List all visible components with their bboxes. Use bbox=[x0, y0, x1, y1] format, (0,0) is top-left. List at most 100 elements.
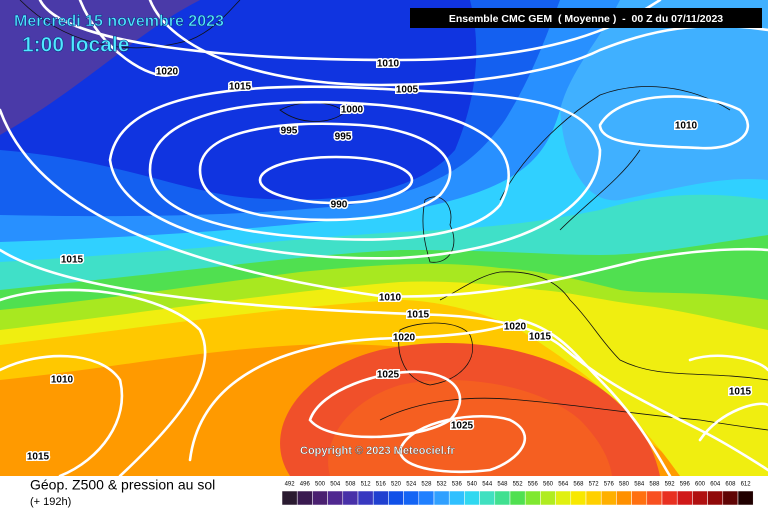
scale-label: 528 bbox=[421, 482, 432, 488]
scale-label: 512 bbox=[361, 482, 372, 488]
isobar-label: 1015 bbox=[529, 332, 552, 343]
isobar-label: 1015 bbox=[729, 387, 752, 398]
isobar-1025-south bbox=[398, 414, 526, 474]
scale-swatch bbox=[540, 490, 556, 506]
scale-label: 552 bbox=[513, 482, 524, 488]
scale-swatch bbox=[509, 490, 526, 506]
scale-label: 600 bbox=[695, 482, 706, 488]
isobar-label: 995 bbox=[335, 132, 352, 143]
scale-label: 592 bbox=[665, 482, 676, 488]
isobar-995 bbox=[198, 122, 452, 222]
forecast-date: Mercredi 15 novembre 2023 bbox=[14, 13, 224, 30]
isobar-label: 1025 bbox=[451, 421, 474, 432]
isobar-1005 bbox=[108, 85, 602, 260]
scale-swatch bbox=[524, 490, 541, 506]
scale-swatch bbox=[372, 490, 389, 506]
scale-swatch bbox=[737, 490, 754, 506]
isobar-label: 995 bbox=[281, 126, 298, 137]
scale-label: 580 bbox=[619, 482, 630, 488]
scale-label: 508 bbox=[345, 482, 356, 488]
scale-swatch bbox=[600, 490, 617, 506]
isobar-labels: 1020101510101005100099599599010101015101… bbox=[25, 57, 753, 464]
scale-swatch bbox=[433, 490, 450, 506]
scale-swatch bbox=[312, 490, 328, 506]
scale-swatch bbox=[357, 490, 374, 506]
isobar-label: 1010 bbox=[379, 293, 402, 304]
isobar-label: 1010 bbox=[377, 59, 400, 70]
model-title-box bbox=[410, 8, 762, 28]
scale-label: 584 bbox=[634, 482, 645, 488]
isobar-label: 990 bbox=[331, 200, 348, 211]
isobar-label: 1015 bbox=[61, 255, 84, 266]
isobar-1010 bbox=[0, 0, 768, 298]
scale-swatch bbox=[281, 490, 298, 506]
coast-greenland bbox=[19, 0, 241, 49]
scale-swatch bbox=[585, 490, 602, 506]
scale-label: 604 bbox=[710, 482, 721, 488]
scale-swatch bbox=[616, 490, 632, 506]
coast-iberia bbox=[398, 322, 473, 386]
scale-label: 520 bbox=[391, 482, 402, 488]
scale-swatch bbox=[661, 490, 678, 506]
scale-swatch bbox=[327, 490, 344, 506]
scale-label: 560 bbox=[543, 482, 554, 488]
isobar-label: 1025 bbox=[377, 370, 400, 381]
isobar-1015 bbox=[0, 248, 768, 472]
scale-label: 548 bbox=[497, 482, 508, 488]
isobar-label: 1005 bbox=[396, 85, 419, 96]
isobar-1015-west bbox=[0, 288, 207, 478]
scale-swatch bbox=[464, 490, 480, 506]
isobar-990 bbox=[258, 155, 414, 205]
isobar-1010-west bbox=[0, 354, 124, 478]
isobar-label: 1020 bbox=[504, 322, 527, 333]
scale-label: 588 bbox=[649, 482, 660, 488]
scale-swatch bbox=[555, 490, 572, 506]
model-title: Ensemble CMC GEM ( Moyenne ) - 00 Z du 0… bbox=[449, 13, 723, 25]
isobars bbox=[0, 0, 768, 478]
isobar-1015-north bbox=[148, 0, 768, 87]
isobar-1000 bbox=[148, 100, 510, 241]
coast-scandinavia bbox=[499, 86, 731, 231]
isobar-label: 1000 bbox=[341, 105, 364, 116]
scale-swatch bbox=[448, 490, 465, 506]
scale-label: 504 bbox=[330, 482, 341, 488]
scale-label: 524 bbox=[406, 482, 417, 488]
scale-swatch bbox=[631, 490, 648, 506]
isobar-label: 1015 bbox=[229, 82, 252, 93]
scale-swatch bbox=[342, 490, 359, 506]
isobar-label: 1015 bbox=[27, 452, 50, 463]
copyright: Copyright © 2023 Meteociel.fr bbox=[300, 445, 456, 457]
scale-swatch bbox=[479, 490, 496, 506]
color-scale: 492 496 500 504 508 512 516 520 524 528 532 536 540 5… bbox=[281, 482, 754, 506]
scale-label: 608 bbox=[725, 482, 736, 488]
forecast-time: 1:00 locale bbox=[22, 34, 129, 57]
scale-label: 596 bbox=[680, 482, 691, 488]
isobar-1015-east bbox=[688, 354, 768, 442]
legend-title: Géop. Z500 & pression au sol bbox=[30, 477, 215, 493]
scale-label: 496 bbox=[300, 482, 311, 488]
scale-swatch bbox=[418, 490, 435, 506]
coast-iceland bbox=[279, 102, 346, 122]
scale-label: 568 bbox=[573, 482, 584, 488]
scale-swatch bbox=[722, 490, 739, 506]
coast-africa bbox=[379, 397, 768, 431]
scale-swatch bbox=[676, 490, 693, 506]
scale-swatch bbox=[296, 490, 313, 506]
scale-label: 500 bbox=[315, 482, 326, 488]
scale-label: 540 bbox=[467, 482, 478, 488]
scale-label: 572 bbox=[589, 482, 600, 488]
isobar-1010-east bbox=[598, 95, 750, 150]
coastlines bbox=[19, 0, 768, 431]
isobar-label: 1020 bbox=[156, 67, 179, 78]
scale-swatch bbox=[494, 490, 511, 506]
scale-swatch bbox=[646, 490, 663, 506]
isobar-label: 1020 bbox=[393, 333, 416, 344]
scale-label: 492 bbox=[285, 482, 296, 488]
isobar-1020 bbox=[78, 0, 672, 478]
scale-swatch bbox=[403, 490, 420, 506]
scale-swatch bbox=[692, 490, 708, 506]
legend-subtitle: (+ 192h) bbox=[30, 496, 71, 508]
band-light-blue-east bbox=[560, 0, 768, 201]
